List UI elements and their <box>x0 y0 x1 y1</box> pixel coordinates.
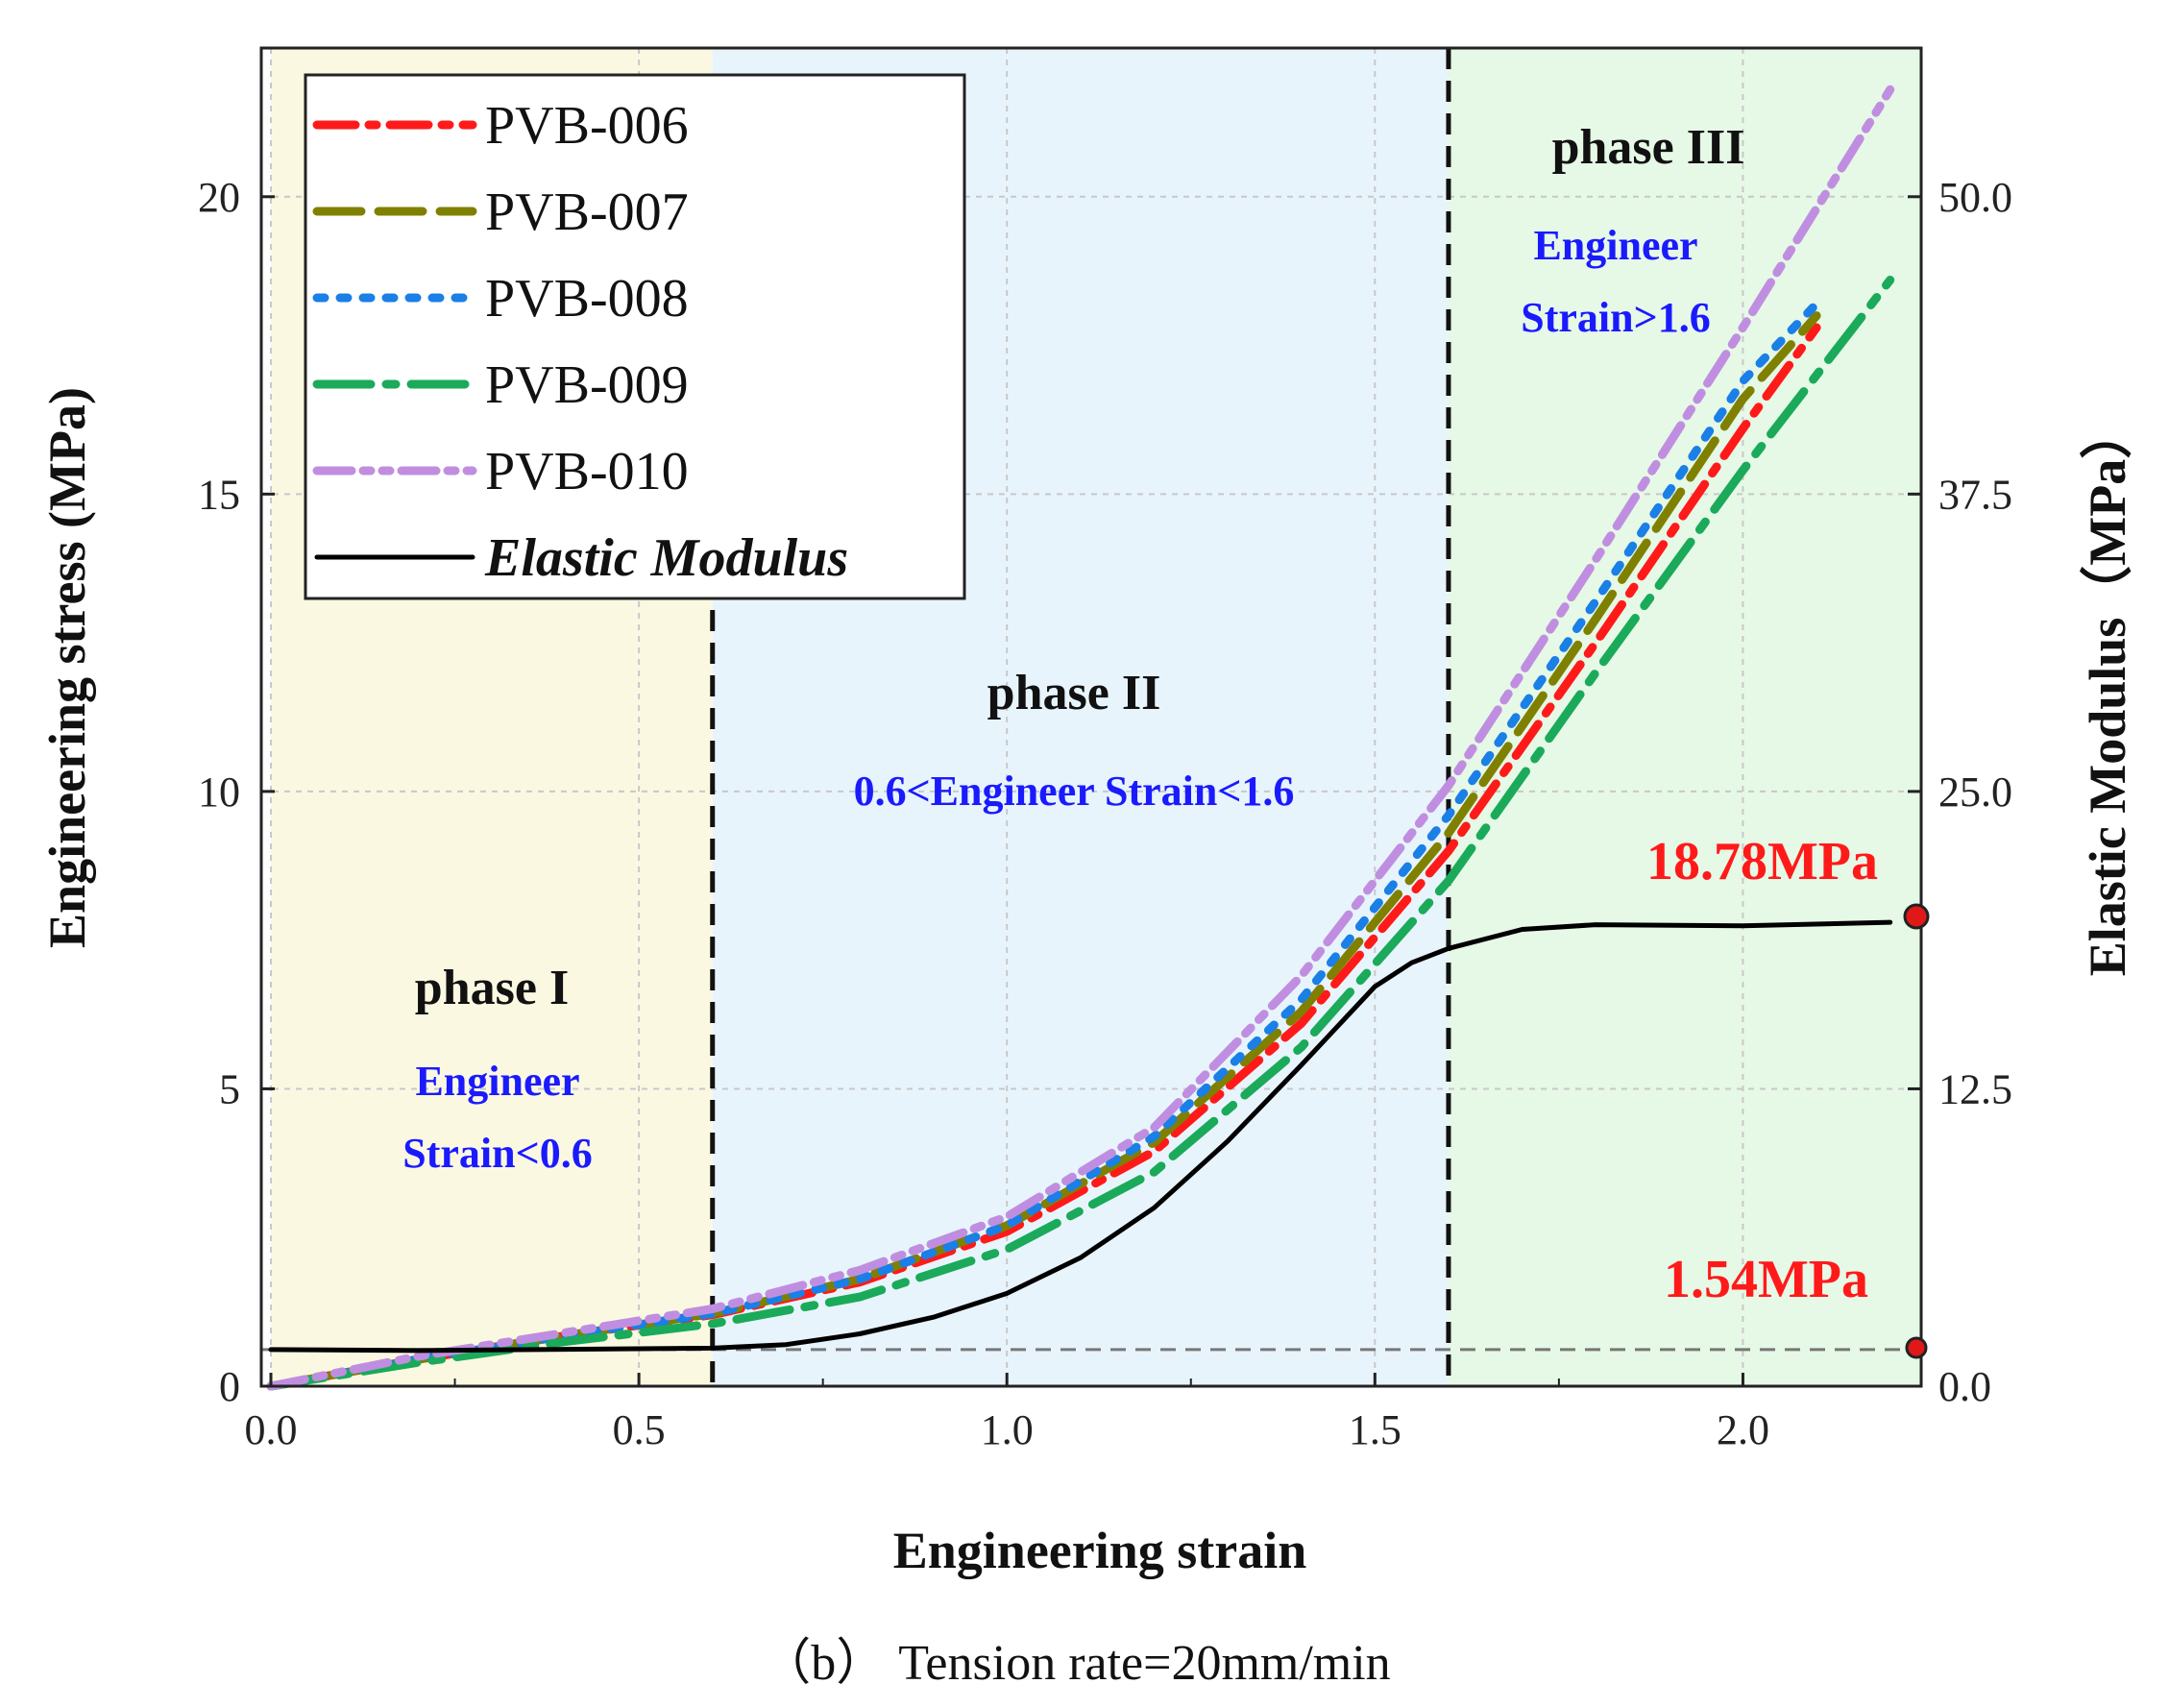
y-tick-label: 0 <box>219 1363 240 1410</box>
legend: PVB-006 PVB-007 PVB-008 PVB-009 PVB-010 Elast… <box>304 73 966 600</box>
y-tick-label: 5 <box>219 1065 240 1112</box>
legend-label-pvb-008: PVB-008 <box>485 269 689 329</box>
x-tick-label: 2.0 <box>1717 1406 1769 1453</box>
phase-2-title: phase II <box>987 666 1161 720</box>
x-tick-label: 1.0 <box>981 1406 1034 1453</box>
y2-tick-label: 37.5 <box>1938 471 2012 518</box>
marker-min-modulus <box>1905 1336 1928 1359</box>
series-lines <box>266 85 1895 1391</box>
x-tick-label: 0.5 <box>613 1406 666 1453</box>
legend-label-pvb-010: PVB-010 <box>485 442 689 501</box>
x-tick-label: 1.5 <box>1349 1406 1401 1453</box>
marker-max-modulus <box>1903 903 1930 930</box>
y-axis-title: Engineering stress (MPa) <box>38 387 96 948</box>
plot-frame <box>259 46 1923 1388</box>
phase-1-note-line1: Engineer <box>415 1058 579 1105</box>
y2-tick-label: 25.0 <box>1938 769 2012 816</box>
series-pvb-009 <box>266 276 1895 1391</box>
annotation-min-modulus: 1.54MPa <box>1664 1250 1868 1309</box>
y-tick-label: 15 <box>198 471 240 518</box>
x-axis-title: Engineering strain <box>893 1522 1307 1579</box>
legend-label-elastic-modulus: Elastic Modulus <box>484 528 848 588</box>
series-elastic-modulus <box>268 919 1893 1354</box>
y2-tick-label: 50.0 <box>1938 174 2012 221</box>
y2-tick-label: 0.0 <box>1938 1363 1991 1410</box>
x-tick-label: 0.0 <box>245 1406 298 1453</box>
annotation-max-modulus: 18.78MPa <box>1646 832 1878 891</box>
legend-label-pvb-009: PVB-009 <box>485 355 689 415</box>
y2-axis-title: Elastic Modulus（MPa） <box>2079 407 2136 977</box>
legend-box <box>304 73 966 600</box>
y-tick-label: 20 <box>198 174 240 221</box>
phase-3-note-line1: Engineer <box>1533 222 1697 269</box>
phase-2-note: 0.6<Engineer Strain<1.6 <box>854 768 1295 815</box>
phase-boundaries <box>710 48 1451 1386</box>
phase-3-note-line2: Strain>1.6 <box>1521 294 1710 341</box>
axis-ticks: 0.0 0.5 1.0 1.5 2.0 0 5 10 15 20 0.0 12.5 25.0 37.5 50… <box>198 174 2012 1453</box>
series-pvb-010 <box>266 85 1895 1391</box>
legend-label-pvb-006: PVB-006 <box>485 96 689 156</box>
figure-caption: （b） Tension rate=20mm/min <box>761 1636 1390 1691</box>
phase-1-note-line2: Strain<0.6 <box>402 1130 592 1177</box>
y2-tick-label: 12.5 <box>1938 1065 2012 1112</box>
phase-1-title: phase I <box>415 961 569 1015</box>
y-tick-label: 10 <box>198 769 240 816</box>
legend-label-pvb-007: PVB-007 <box>485 183 689 242</box>
phase-3-title: phase III <box>1552 120 1745 175</box>
